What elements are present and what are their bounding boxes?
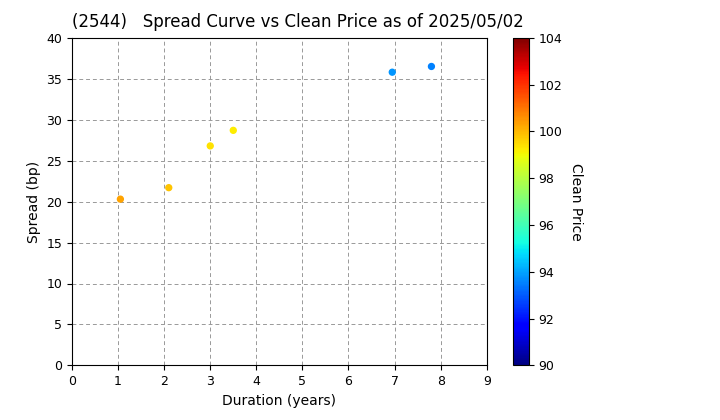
X-axis label: Duration (years): Duration (years) bbox=[222, 394, 336, 408]
Point bbox=[114, 196, 126, 202]
Point bbox=[228, 127, 239, 134]
Point bbox=[426, 63, 437, 70]
Y-axis label: Spread (bp): Spread (bp) bbox=[27, 160, 41, 243]
Point bbox=[387, 69, 398, 76]
Point bbox=[163, 184, 174, 191]
Y-axis label: Clean Price: Clean Price bbox=[570, 163, 583, 241]
Point bbox=[204, 142, 216, 149]
Text: (2544)   Spread Curve vs Clean Price as of 2025/05/02: (2544) Spread Curve vs Clean Price as of… bbox=[72, 13, 523, 31]
